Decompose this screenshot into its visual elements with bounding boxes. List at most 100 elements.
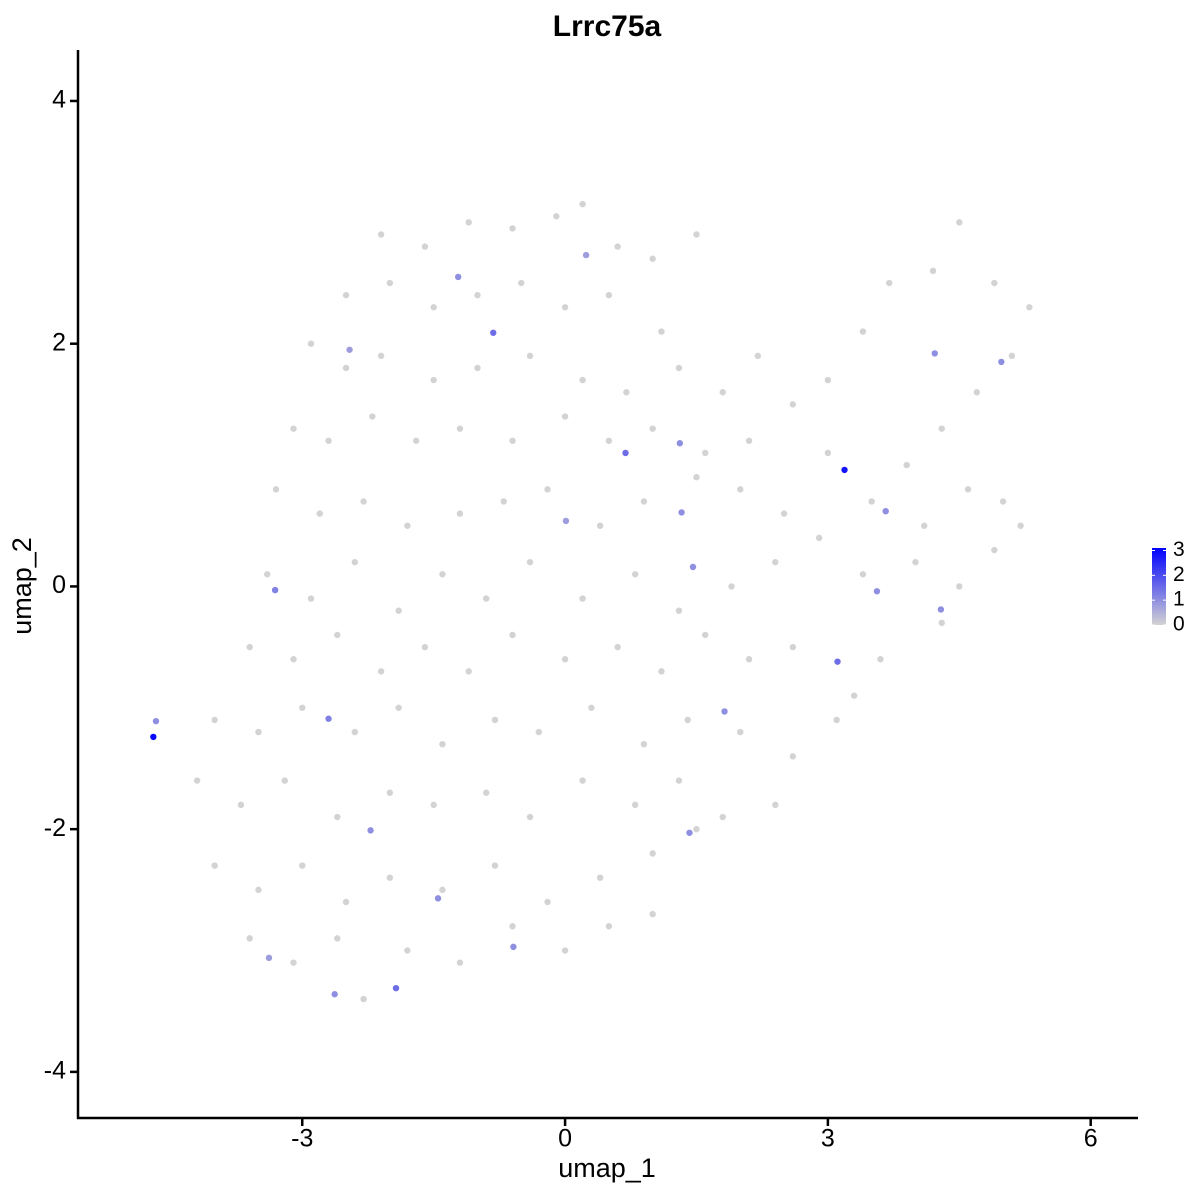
- cell-point: [351, 558, 359, 566]
- cell-point: [964, 486, 972, 493]
- cell-point: [684, 716, 691, 724]
- cell-point: [702, 631, 709, 639]
- cell-point: [331, 991, 338, 998]
- cell-point: [686, 829, 693, 836]
- cell-point: [325, 715, 332, 722]
- cell-point: [456, 959, 464, 966]
- cell-point: [490, 329, 497, 336]
- cell-point: [789, 643, 797, 651]
- cell-point: [772, 801, 779, 809]
- cell-point: [237, 801, 245, 809]
- cell-point: [430, 801, 437, 809]
- cell-point: [772, 558, 779, 566]
- cell-point: [152, 717, 160, 725]
- cell-point: [588, 704, 595, 711]
- cell-point: [689, 563, 697, 571]
- cell-point: [561, 656, 569, 663]
- cell-point: [246, 935, 253, 942]
- cell-point: [868, 498, 875, 505]
- cell-point: [465, 668, 472, 675]
- cell-point: [579, 376, 586, 384]
- cell-point: [360, 995, 367, 1003]
- cell-point: [544, 898, 551, 906]
- cell-point: [346, 346, 353, 353]
- cell-point: [938, 425, 945, 432]
- cell-point: [745, 656, 753, 663]
- cell-point: [281, 777, 288, 784]
- cell-point: [631, 801, 639, 809]
- cell-point: [377, 668, 385, 675]
- cell-point: [509, 631, 516, 639]
- x-tick-label: 3: [821, 1125, 835, 1153]
- cell-point: [271, 586, 279, 594]
- cell-point: [931, 350, 938, 357]
- y-tick-label: 4: [52, 86, 66, 114]
- cell-point: [903, 461, 910, 469]
- cell-point: [290, 959, 297, 966]
- y-tick-label: -4: [44, 1056, 66, 1084]
- cell-point: [579, 777, 586, 784]
- cell-point: [702, 449, 709, 457]
- cell-point: [859, 571, 867, 578]
- cell-point: [640, 498, 648, 505]
- cell-point: [737, 728, 744, 736]
- cell-point: [264, 571, 271, 578]
- y-tick-label: 2: [52, 328, 66, 356]
- cell-point: [430, 304, 437, 311]
- cell-point: [509, 923, 516, 930]
- cell-point: [369, 413, 376, 420]
- cell-point: [395, 607, 402, 614]
- cell-point: [737, 486, 744, 493]
- cell-point: [675, 777, 683, 784]
- x-tick-label: 6: [1084, 1125, 1098, 1153]
- cell-point: [307, 595, 315, 602]
- colorbar-label: 3: [1173, 538, 1185, 561]
- cell-point: [649, 425, 656, 432]
- cell-point: [873, 588, 881, 595]
- cell-point: [676, 440, 684, 447]
- cell-point: [510, 943, 517, 951]
- cell-point: [622, 449, 629, 457]
- cell-point: [456, 510, 464, 517]
- cell-point: [780, 510, 788, 517]
- cell-point: [754, 352, 762, 360]
- cell-point: [561, 413, 569, 420]
- cell-point: [877, 656, 884, 663]
- cell-point: [1026, 304, 1033, 311]
- cell-point: [1008, 352, 1016, 360]
- cell-point: [789, 401, 797, 408]
- cell-point: [526, 558, 534, 566]
- cell-point: [342, 898, 350, 906]
- cell-point: [614, 643, 621, 651]
- cell-point: [500, 498, 507, 505]
- x-tick-label: -3: [291, 1125, 313, 1153]
- cell-point: [649, 850, 656, 857]
- cell-point: [649, 910, 656, 918]
- cell-point: [439, 741, 446, 748]
- cell-point: [290, 425, 297, 432]
- cell-point: [561, 304, 569, 311]
- cell-point: [392, 984, 400, 992]
- cell-point: [386, 789, 394, 796]
- cell-point: [150, 733, 157, 741]
- cell-point: [921, 522, 928, 529]
- cell-point: [693, 825, 700, 833]
- cell-point: [991, 546, 998, 554]
- x-axis-title: umap_1: [558, 1153, 656, 1183]
- cell-point: [386, 279, 394, 287]
- cell-point: [299, 862, 306, 869]
- cell-point: [693, 231, 700, 238]
- cell-point: [745, 437, 753, 444]
- cell-point: [456, 425, 464, 432]
- cell-point: [678, 509, 685, 516]
- cell-point: [474, 291, 481, 299]
- cell-point: [623, 389, 630, 396]
- cell-point: [649, 255, 656, 262]
- cell-point: [956, 583, 963, 590]
- cell-point: [938, 619, 945, 627]
- cell-point: [991, 279, 998, 287]
- cell-point: [377, 352, 385, 360]
- cell-point: [246, 643, 253, 651]
- cell-point: [483, 789, 490, 796]
